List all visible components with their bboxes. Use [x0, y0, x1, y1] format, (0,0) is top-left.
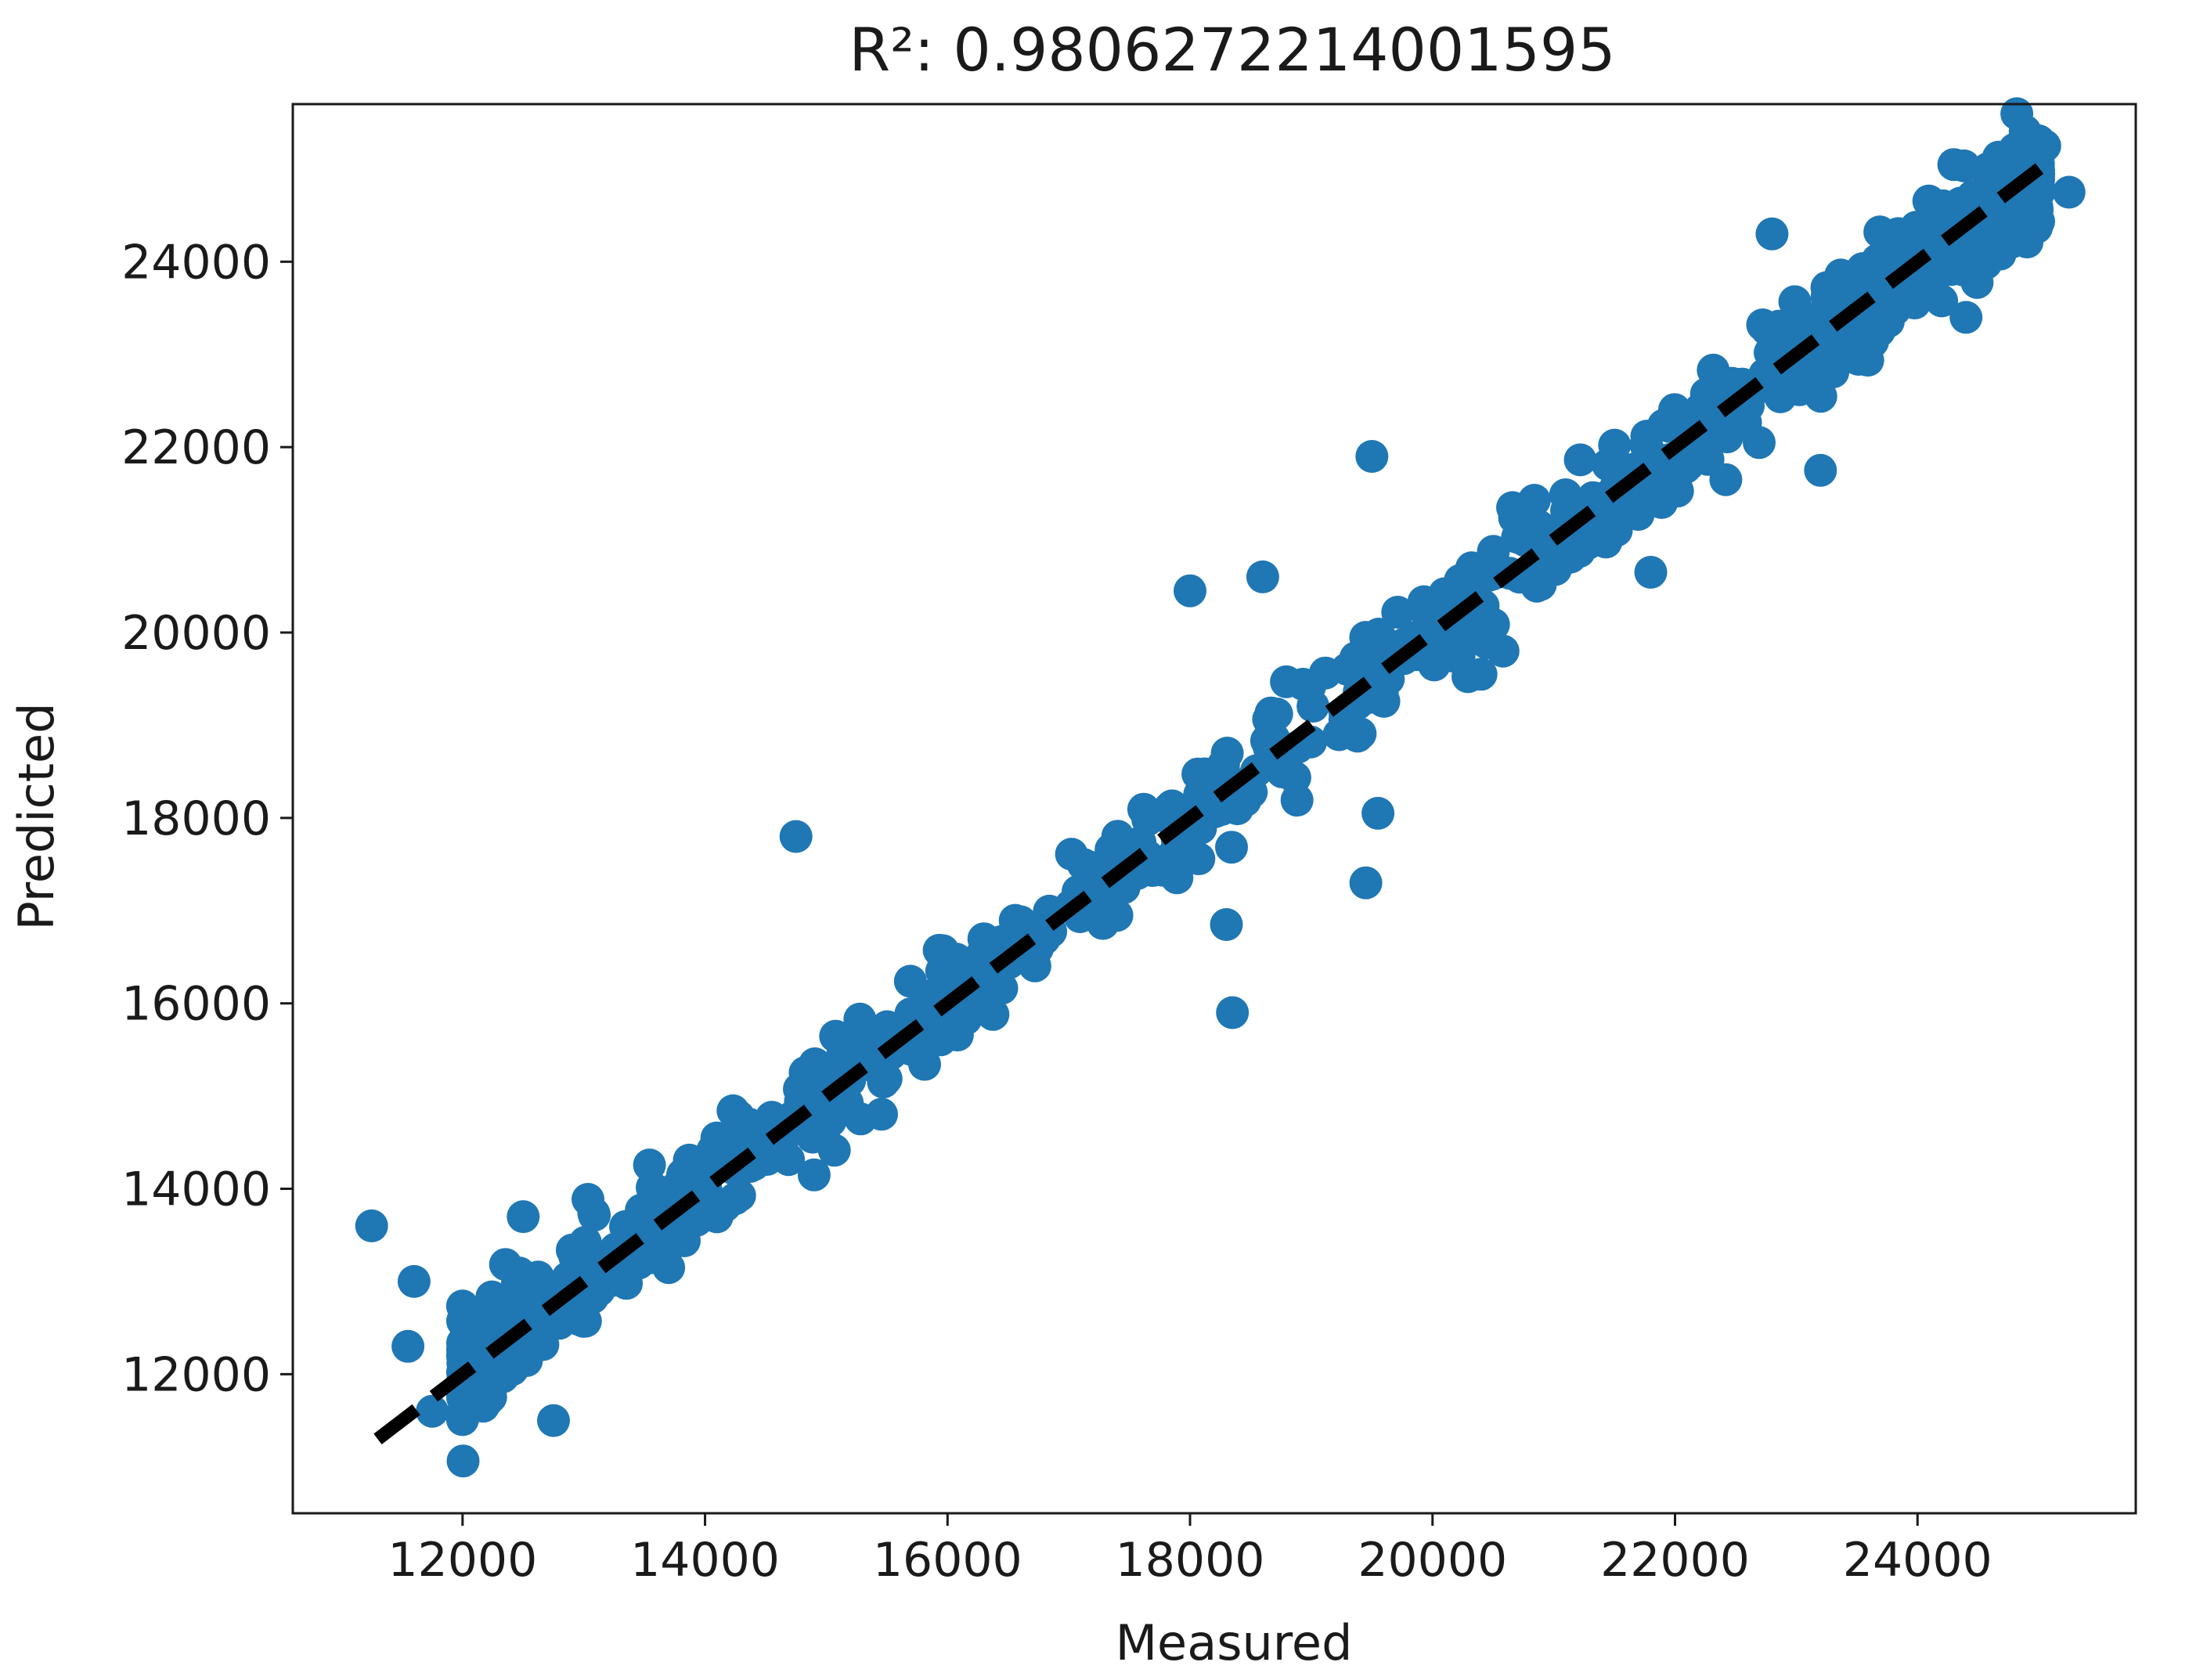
scatter-point — [1228, 784, 1262, 817]
scatter-point — [1260, 698, 1293, 730]
scatter-point — [2021, 193, 2054, 226]
scatter-point — [1362, 618, 1396, 651]
scatter-point — [1709, 463, 1743, 496]
scatter-point — [1160, 861, 1194, 895]
axes-frame — [291, 103, 2137, 1515]
scatter-point — [391, 1329, 425, 1363]
y-tick-label: 18000 — [121, 791, 271, 846]
scatter-point — [797, 1158, 831, 1192]
x-axis-label: Measured — [1116, 1614, 1353, 1671]
y-axis-ticks: 12000 14000 16000 18000 20000 22000 24000 — [121, 235, 293, 1402]
scatter-point — [844, 1102, 878, 1136]
scatter-point — [783, 1073, 816, 1106]
scatter-point — [445, 1339, 479, 1372]
scatter-point — [1501, 521, 1534, 554]
scatter-point — [910, 979, 943, 1013]
scatter-point — [1804, 453, 1837, 487]
scatter-point — [2052, 175, 2086, 209]
scatter-point — [1576, 481, 1610, 514]
scatter-point — [1361, 796, 1395, 830]
scatter-point — [842, 1033, 876, 1067]
scatter-point — [572, 1183, 604, 1216]
scatter-point — [869, 1062, 903, 1095]
scatter-point — [2000, 97, 2034, 131]
scatter-point — [1816, 355, 1850, 389]
scatter-point — [1086, 907, 1120, 940]
scatter-point — [1182, 782, 1216, 816]
scatter-point — [507, 1200, 540, 1234]
scatter-point — [1755, 217, 1789, 251]
scatter-point — [1308, 656, 1342, 690]
scatter-point — [1844, 327, 1877, 360]
x-axis-ticks: 12000 14000 16000 18000 20000 22000 24000 — [388, 1513, 1992, 1588]
x-tick-label: 14000 — [630, 1533, 780, 1588]
scatter-point — [1645, 485, 1679, 519]
scatter-point — [1464, 658, 1498, 691]
scatter-point — [1349, 866, 1383, 899]
scatter-point — [817, 1134, 851, 1167]
scatter-point — [1417, 625, 1451, 658]
scatter-point — [1270, 665, 1304, 698]
scatter-point — [1946, 253, 1980, 287]
y-tick-label: 22000 — [121, 420, 271, 475]
scatter-point — [537, 1404, 570, 1437]
scatter-point — [1216, 996, 1250, 1029]
scatter-point — [1804, 380, 1837, 413]
scatter-point — [1881, 217, 1915, 251]
scatter-point — [633, 1148, 666, 1182]
y-tick-label: 16000 — [121, 977, 271, 1032]
scatter-point — [1663, 402, 1697, 435]
scatter-point — [926, 934, 960, 968]
scatter-point — [638, 1176, 672, 1210]
scatter-point — [1355, 440, 1389, 473]
y-axis-label: Predicted — [8, 702, 65, 930]
scatter-point — [543, 1307, 576, 1340]
scatter-point — [1729, 406, 1762, 439]
scatter-point — [1210, 908, 1243, 941]
scatter-point — [1215, 831, 1248, 864]
scatter-point — [1381, 596, 1415, 629]
scatter-point — [1174, 574, 1206, 607]
scatter-point — [489, 1248, 522, 1282]
y-tick-label: 12000 — [121, 1347, 271, 1402]
scatter-point — [416, 1394, 449, 1428]
scatter-point — [1517, 484, 1551, 517]
y-tick-label: 14000 — [121, 1163, 271, 1217]
scatter-point — [1278, 761, 1311, 795]
x-tick-label: 18000 — [1116, 1533, 1265, 1588]
x-tick-label: 22000 — [1600, 1533, 1750, 1588]
scatter-point — [1444, 564, 1477, 597]
scatter-point — [511, 1284, 545, 1318]
y-tick-label: 20000 — [121, 606, 271, 661]
x-tick-label: 24000 — [1843, 1533, 1992, 1588]
scatter-point — [446, 1444, 480, 1478]
scatter-point — [1634, 556, 1668, 589]
scatter-point — [457, 1311, 491, 1345]
scatter-point — [355, 1209, 388, 1242]
scatter-point — [2028, 129, 2061, 163]
scatter-point — [779, 820, 813, 853]
scatter-point — [1599, 447, 1632, 481]
y-tick-label: 24000 — [121, 235, 271, 290]
scatter-point — [1563, 443, 1597, 477]
x-tick-label: 20000 — [1358, 1533, 1507, 1588]
x-tick-label: 16000 — [873, 1533, 1022, 1588]
scatter-point — [397, 1264, 431, 1298]
scatter-point — [662, 1222, 695, 1256]
scatter-point — [1417, 648, 1451, 682]
scatter-point — [1949, 301, 1983, 334]
scatter-point — [1246, 560, 1279, 593]
scatter-point — [1947, 149, 1981, 182]
plot-area — [291, 97, 2137, 1515]
x-tick-label: 12000 — [388, 1533, 537, 1588]
scatter-point — [1912, 184, 1946, 218]
scatter-point — [722, 1100, 756, 1133]
scatter-point — [1448, 618, 1480, 651]
chart-title: R²: 0.9806272214001595 — [849, 15, 1615, 85]
scatter-point — [652, 1251, 686, 1285]
scatter-point — [1210, 737, 1244, 770]
scatter-point — [1868, 284, 1902, 318]
